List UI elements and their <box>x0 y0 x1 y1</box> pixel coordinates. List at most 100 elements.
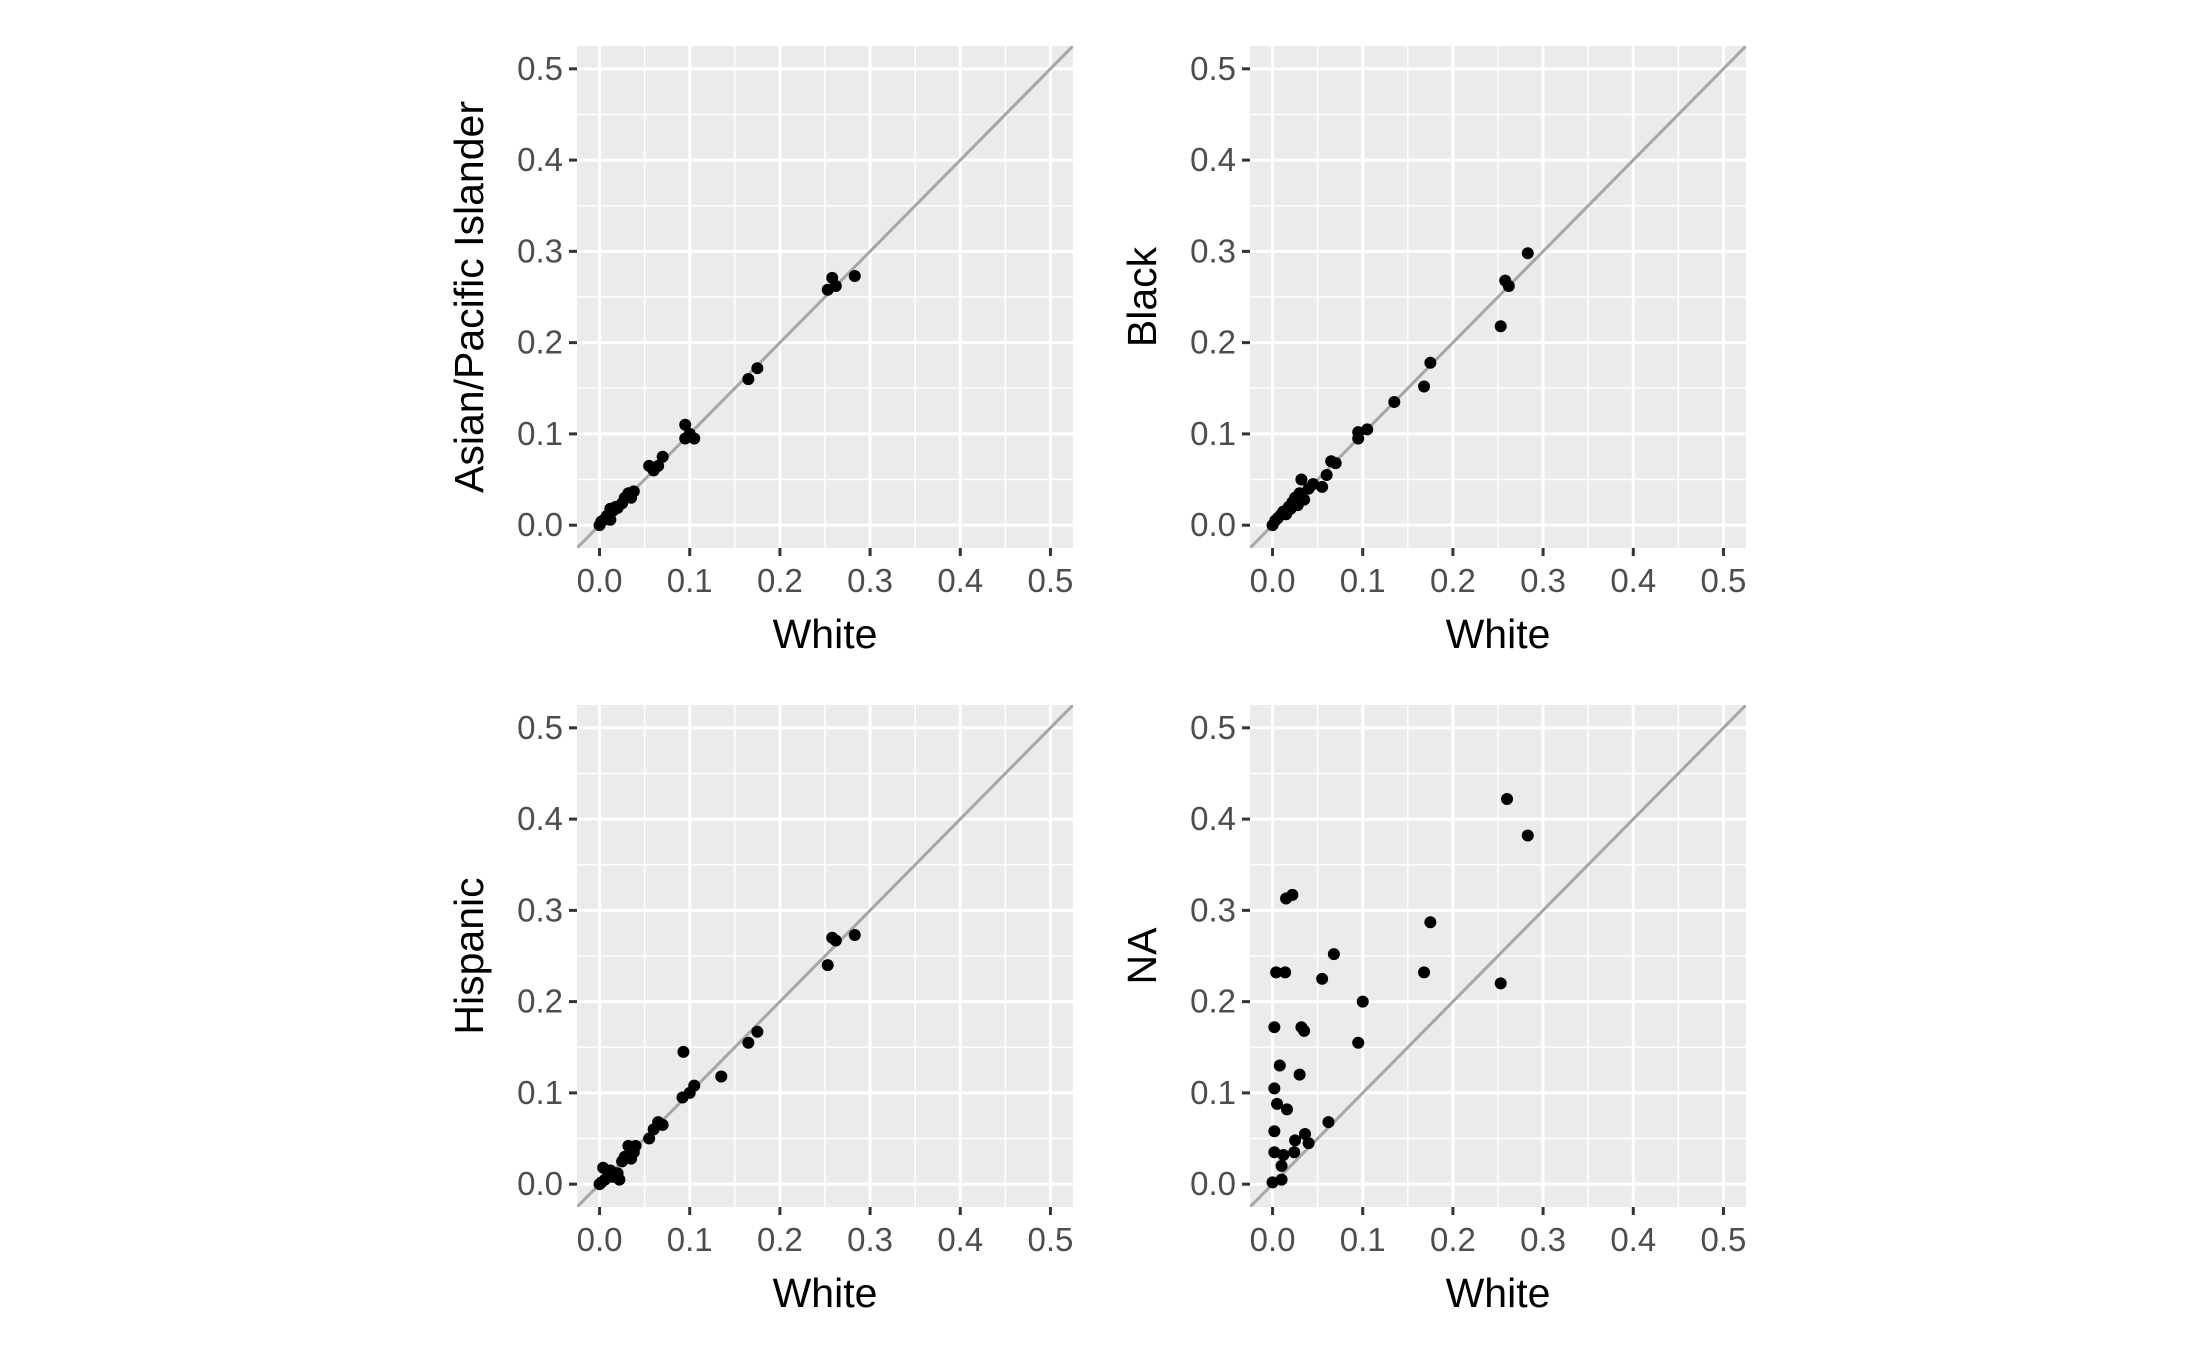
data-point <box>1322 1116 1335 1129</box>
y-tick-label: 0.1 <box>517 1074 563 1111</box>
x-tick-label: 0.1 <box>667 1221 713 1258</box>
data-point <box>688 432 701 445</box>
y-tick-label: 0.1 <box>1190 1074 1236 1111</box>
data-point <box>1361 423 1374 436</box>
data-point <box>656 1118 669 1131</box>
x-tick-label: 0.2 <box>757 562 803 599</box>
x-axis-title: White <box>1446 611 1551 657</box>
panel-1: 0.0 0.1 0.2 0.3 0.4 0.5 0.0 0.1 0.2 0.3 0.4 0.5 Whit… <box>446 46 1073 657</box>
data-point <box>1316 972 1329 985</box>
y-tick-label: 0.1 <box>1190 415 1236 452</box>
data-point <box>829 934 842 947</box>
x-tick-label: 0.3 <box>847 1221 893 1258</box>
x-tick-label: 0.0 <box>577 562 623 599</box>
x-tick-label: 0.2 <box>1430 1221 1476 1258</box>
data-point <box>1277 1148 1290 1161</box>
data-point <box>1288 1146 1301 1159</box>
data-point <box>688 1079 701 1092</box>
data-point <box>1273 1059 1286 1072</box>
data-point <box>1268 1082 1281 1095</box>
x-tick-label: 0.0 <box>1250 1221 1296 1258</box>
y-tick-label: 0.4 <box>1190 800 1236 837</box>
data-points <box>593 929 861 1191</box>
y-tick-label: 0.5 <box>1190 709 1236 746</box>
data-point <box>1352 1036 1365 1049</box>
data-point <box>1424 356 1437 369</box>
data-point <box>1424 916 1437 929</box>
y-tick-label: 0.4 <box>1190 141 1236 178</box>
data-point <box>656 450 669 463</box>
x-tick-label: 0.4 <box>937 562 983 599</box>
y-tick-label: 0.2 <box>517 983 563 1020</box>
y-tick-label: 0.3 <box>1190 891 1236 928</box>
x-tick-label: 0.5 <box>1028 1221 1074 1258</box>
y-tick-label: 0.2 <box>517 324 563 361</box>
x-tick-label: 0.0 <box>1250 562 1296 599</box>
data-point <box>1521 247 1534 260</box>
x-tick-label: 0.0 <box>577 1221 623 1258</box>
data-point <box>1316 480 1329 493</box>
data-point <box>677 1045 690 1058</box>
y-axis-title: NA <box>1119 927 1165 985</box>
x-tick-label: 0.1 <box>1340 562 1386 599</box>
data-point <box>1352 426 1365 439</box>
data-point <box>1295 473 1308 486</box>
grid-lines <box>577 705 1073 1207</box>
panel-3: 0.0 0.1 0.2 0.3 0.4 0.5 0.0 0.1 0.2 0.3 0.4 0.5 Whit… <box>446 705 1073 1316</box>
data-points <box>1266 793 1534 1189</box>
data-point <box>1279 966 1292 979</box>
data-point <box>1268 1125 1281 1138</box>
data-point <box>742 373 755 386</box>
x-tick-label: 0.3 <box>1520 562 1566 599</box>
data-point <box>1329 457 1342 470</box>
data-point <box>1320 468 1333 481</box>
data-point <box>1502 280 1515 293</box>
data-point <box>715 1070 728 1083</box>
y-tick-label: 0.3 <box>517 891 563 928</box>
y-tick-label: 0.2 <box>1190 324 1236 361</box>
panel-2: 0.0 0.1 0.2 0.3 0.4 0.5 0.0 0.1 0.2 0.3 0.4 0.5 Whit… <box>1119 46 1746 657</box>
data-point <box>652 459 665 472</box>
data-point <box>1275 1173 1288 1186</box>
data-point <box>751 1025 764 1038</box>
data-point <box>1494 320 1507 333</box>
x-tick-label: 0.1 <box>667 562 713 599</box>
data-point <box>1270 966 1283 979</box>
data-point <box>613 1173 626 1186</box>
data-point <box>848 270 861 283</box>
y-tick-label: 0.5 <box>517 50 563 87</box>
data-point <box>1268 1021 1281 1034</box>
data-point <box>821 959 834 972</box>
y-tick-label: 0.0 <box>1190 1165 1236 1202</box>
y-tick-label: 0.0 <box>517 1165 563 1202</box>
data-point <box>1521 829 1534 842</box>
data-point <box>1307 478 1320 491</box>
data-point <box>1275 1159 1288 1172</box>
x-tick-label: 0.4 <box>937 1221 983 1258</box>
data-point <box>1356 995 1369 1008</box>
x-tick-label: 0.2 <box>1430 562 1476 599</box>
y-tick-label: 0.0 <box>1190 506 1236 543</box>
data-point <box>742 1036 755 1049</box>
x-tick-label: 0.3 <box>1520 1221 1566 1258</box>
data-point <box>1271 1097 1284 1110</box>
y-tick-label: 0.5 <box>1190 50 1236 87</box>
x-axis-title: White <box>1446 1270 1551 1316</box>
data-point <box>1494 977 1507 990</box>
y-tick-label: 0.0 <box>517 506 563 543</box>
y-axis-title: Asian/Pacific Islander <box>446 101 492 493</box>
y-tick-label: 0.4 <box>517 800 563 837</box>
y-tick-label: 0.4 <box>517 141 563 178</box>
data-point <box>751 362 764 375</box>
data-point <box>679 418 692 431</box>
x-tick-label: 0.2 <box>757 1221 803 1258</box>
data-point <box>1280 1103 1293 1116</box>
data-point <box>629 1139 642 1152</box>
data-points <box>1266 247 1534 532</box>
data-point <box>1418 966 1431 979</box>
data-point <box>627 485 640 498</box>
x-tick-label: 0.4 <box>1610 562 1656 599</box>
grid-lines <box>577 46 1073 548</box>
